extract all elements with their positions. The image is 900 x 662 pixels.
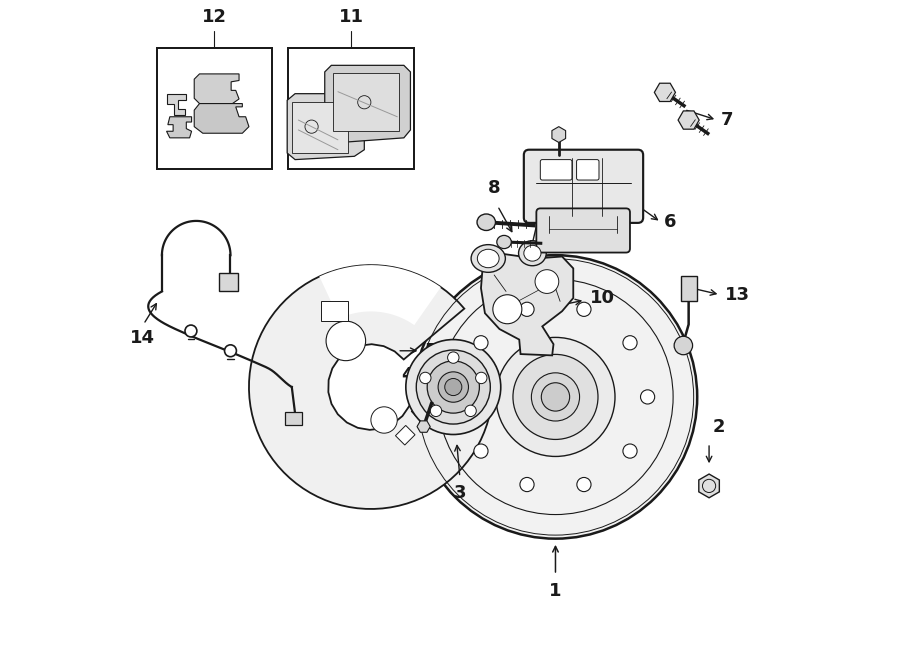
Circle shape — [577, 477, 591, 492]
Ellipse shape — [477, 214, 496, 230]
Text: 1: 1 — [549, 581, 562, 600]
Circle shape — [535, 269, 559, 293]
Circle shape — [419, 372, 431, 384]
Bar — [292, 101, 347, 153]
Bar — [289, 48, 414, 169]
Circle shape — [185, 325, 197, 337]
Circle shape — [541, 383, 570, 411]
Bar — [285, 412, 302, 425]
Text: 8: 8 — [488, 179, 500, 197]
Circle shape — [445, 379, 462, 396]
Ellipse shape — [518, 241, 546, 265]
Circle shape — [493, 295, 522, 324]
Text: 11: 11 — [338, 8, 364, 26]
Bar — [680, 276, 698, 301]
Circle shape — [417, 350, 491, 424]
Circle shape — [456, 390, 471, 404]
Bar — [219, 273, 238, 291]
FancyBboxPatch shape — [536, 209, 630, 252]
Circle shape — [577, 303, 591, 316]
Ellipse shape — [477, 250, 500, 267]
Circle shape — [641, 390, 654, 404]
Text: 3: 3 — [454, 484, 466, 502]
Text: 13: 13 — [724, 286, 750, 304]
Circle shape — [623, 336, 637, 350]
Polygon shape — [166, 117, 192, 138]
Text: 14: 14 — [130, 329, 155, 347]
Circle shape — [520, 477, 534, 492]
Polygon shape — [320, 265, 441, 325]
Circle shape — [465, 405, 476, 416]
Ellipse shape — [471, 245, 506, 272]
Ellipse shape — [524, 246, 541, 261]
Text: 4: 4 — [400, 365, 413, 384]
Ellipse shape — [497, 236, 511, 249]
Polygon shape — [552, 126, 565, 142]
Circle shape — [513, 354, 598, 440]
Circle shape — [674, 336, 693, 355]
Circle shape — [438, 372, 469, 402]
Circle shape — [430, 405, 442, 416]
Bar — [333, 73, 400, 131]
Circle shape — [428, 361, 480, 413]
Polygon shape — [678, 111, 699, 129]
Bar — [395, 426, 415, 445]
Polygon shape — [698, 474, 719, 498]
Circle shape — [406, 340, 500, 434]
Polygon shape — [249, 265, 491, 509]
Circle shape — [224, 345, 237, 357]
FancyBboxPatch shape — [577, 160, 599, 180]
Circle shape — [474, 336, 488, 350]
Text: 5: 5 — [425, 342, 437, 359]
Circle shape — [475, 372, 487, 384]
Circle shape — [326, 321, 365, 361]
Polygon shape — [287, 94, 365, 160]
Polygon shape — [325, 66, 410, 143]
Text: 7: 7 — [720, 111, 733, 129]
Circle shape — [623, 444, 637, 458]
Bar — [157, 48, 272, 169]
Circle shape — [496, 338, 615, 457]
Text: 6: 6 — [664, 213, 677, 231]
Circle shape — [531, 373, 580, 421]
Polygon shape — [654, 83, 676, 101]
Circle shape — [520, 303, 534, 316]
Polygon shape — [194, 74, 239, 103]
Text: 9: 9 — [544, 193, 557, 211]
Polygon shape — [417, 421, 430, 432]
Circle shape — [474, 444, 488, 458]
FancyBboxPatch shape — [540, 160, 572, 180]
Bar — [321, 301, 347, 321]
Circle shape — [371, 407, 397, 433]
Polygon shape — [166, 94, 186, 115]
Text: 12: 12 — [202, 8, 227, 26]
Text: 10: 10 — [590, 289, 615, 307]
Circle shape — [447, 352, 459, 363]
Polygon shape — [481, 254, 573, 355]
FancyBboxPatch shape — [524, 150, 644, 223]
Polygon shape — [194, 103, 249, 133]
Text: 2: 2 — [713, 418, 725, 436]
Circle shape — [414, 255, 698, 539]
